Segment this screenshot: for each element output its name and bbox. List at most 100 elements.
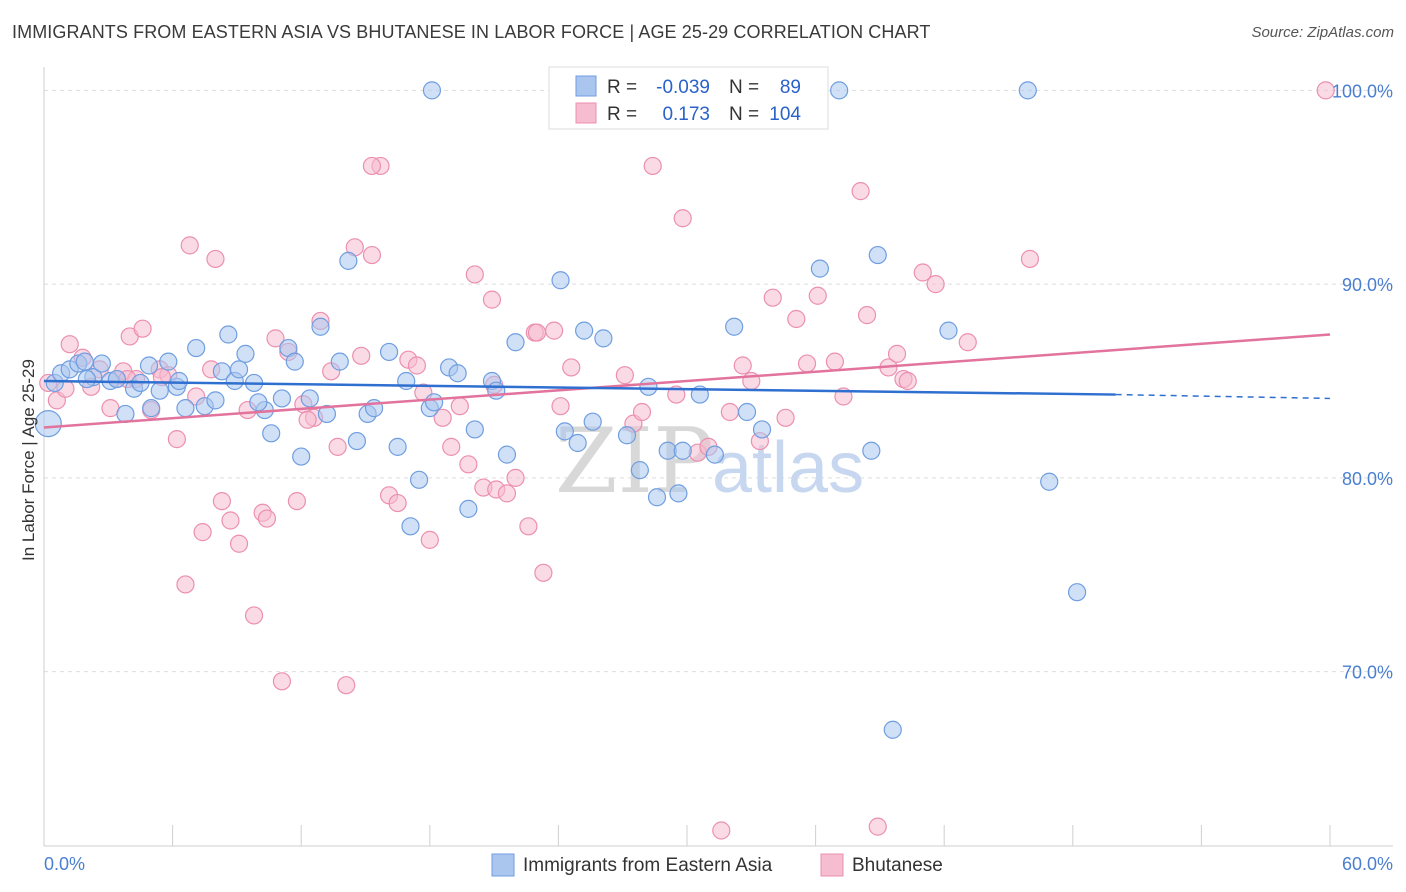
blue-point-13 [142,399,161,418]
blue-point-59 [583,412,602,431]
blue-point-77 [862,441,881,460]
pink-point-38 [328,437,347,456]
blue-point-84 [169,371,189,391]
blue-point-67 [673,441,692,460]
blue-point-51 [465,420,484,439]
blue-point-7 [92,354,111,373]
blue-point-56 [551,271,570,290]
blue-point-62 [630,461,649,480]
blue-point-66 [669,484,688,503]
pink-point-94 [926,275,945,294]
blue-point-24 [229,360,249,379]
blue-point-53 [487,381,506,400]
pink-point-82 [797,354,817,373]
blue-point-80 [1018,81,1037,100]
pink-point-64 [551,397,570,416]
pink-point-88 [868,817,887,836]
y-tick-label-70: 70.0% [1342,663,1393,683]
y-tick-label-100: 100.0% [1332,81,1393,101]
blue-point-75 [830,81,849,100]
blue-point-45 [409,470,429,489]
legend-r-label-1: R = [607,77,637,98]
pink-point-93 [913,263,932,282]
pink-point-31 [272,672,292,691]
pink-point-45 [388,493,407,513]
pink-point-53 [459,455,478,474]
pink-point-81 [787,309,806,329]
blue-point-82 [1067,583,1087,602]
blue-point-42 [388,437,407,456]
pink-point-95 [958,333,977,352]
pink-point-42 [362,245,382,265]
trend-line-eastern-asia [43,379,1116,396]
blue-point-0 [34,410,62,438]
blue-point-20 [206,391,225,410]
blue-point-64 [647,488,667,507]
x-tick-label-min: 0.0% [44,854,85,874]
blue-point-17 [176,399,195,418]
bottom-legend-swatch-blue [491,853,515,877]
x-tick-label-max: 60.0% [1342,854,1393,874]
legend-r-value-1: -0.039 [656,77,710,98]
legend-swatch-blue [575,75,597,97]
blue-point-47 [424,393,444,412]
pink-point-22 [206,249,225,269]
legend-swatch-pink [575,102,597,124]
pink-point-76 [733,356,752,375]
pink-point-3 [60,335,79,354]
blue-point-25 [236,344,255,363]
blue-point-38 [347,431,367,451]
blue-point-43 [397,371,416,391]
blue-point-35 [317,404,337,424]
pink-point-20 [193,523,212,542]
pink-point-71 [673,209,692,228]
blue-point-36 [330,352,349,371]
blue-point-41 [379,342,399,362]
pink-point-17 [176,575,195,594]
correlation-legend: R = -0.039 N = 89 R = 0.173 N = 104 [548,66,829,130]
blue-point-81 [1040,472,1059,491]
y-tick-label-90: 90.0% [1342,275,1393,295]
blue-point-86 [77,369,96,389]
blue-point-22 [219,325,238,344]
blue-point-60 [594,329,613,348]
blue-point-58 [575,321,594,340]
watermark: ZIP atlas [555,409,864,514]
pink-point-86 [851,182,870,201]
blue-point-10 [116,404,135,424]
pink-point-63 [545,321,564,340]
bottom-legend-label-2: Bhutanese [852,855,943,876]
legend-n-value-1: 89 [780,77,801,98]
trend-lines [43,333,1331,429]
blue-point-31 [285,352,304,371]
pink-point-51 [442,437,461,456]
pink-point-41 [352,346,371,365]
blue-point-55 [506,333,525,352]
pink-point-97 [1316,81,1335,100]
y-tick-label-80: 80.0% [1342,469,1393,489]
blue-point-88 [568,433,587,453]
bottom-legend-swatch-pink [820,853,844,877]
blue-point-61 [617,426,637,445]
pink-point-30 [266,329,285,348]
pink-point-90 [887,344,907,363]
pink-point-75 [720,402,739,422]
legend-r-label-2: R = [607,104,637,125]
pink-point-80 [776,408,795,427]
blue-point-32 [292,447,311,466]
legend-n-value-2: 104 [769,104,801,125]
pink-point-62 [534,563,553,582]
pink-point-84 [825,352,844,371]
pink-point-52 [450,397,469,416]
pink-point-50 [433,408,452,427]
pink-point-96 [1020,249,1040,269]
blue-point-18 [187,338,206,358]
chart-title: IMMIGRANTS FROM EASTERN ASIA VS BHUTANES… [12,22,931,42]
blue-point-50 [459,499,478,518]
blue-point-9 [107,369,126,389]
blue-point-57 [555,422,574,441]
pink-point-66 [615,366,634,385]
pink-point-39 [337,676,356,695]
pink-point-23 [212,492,231,511]
